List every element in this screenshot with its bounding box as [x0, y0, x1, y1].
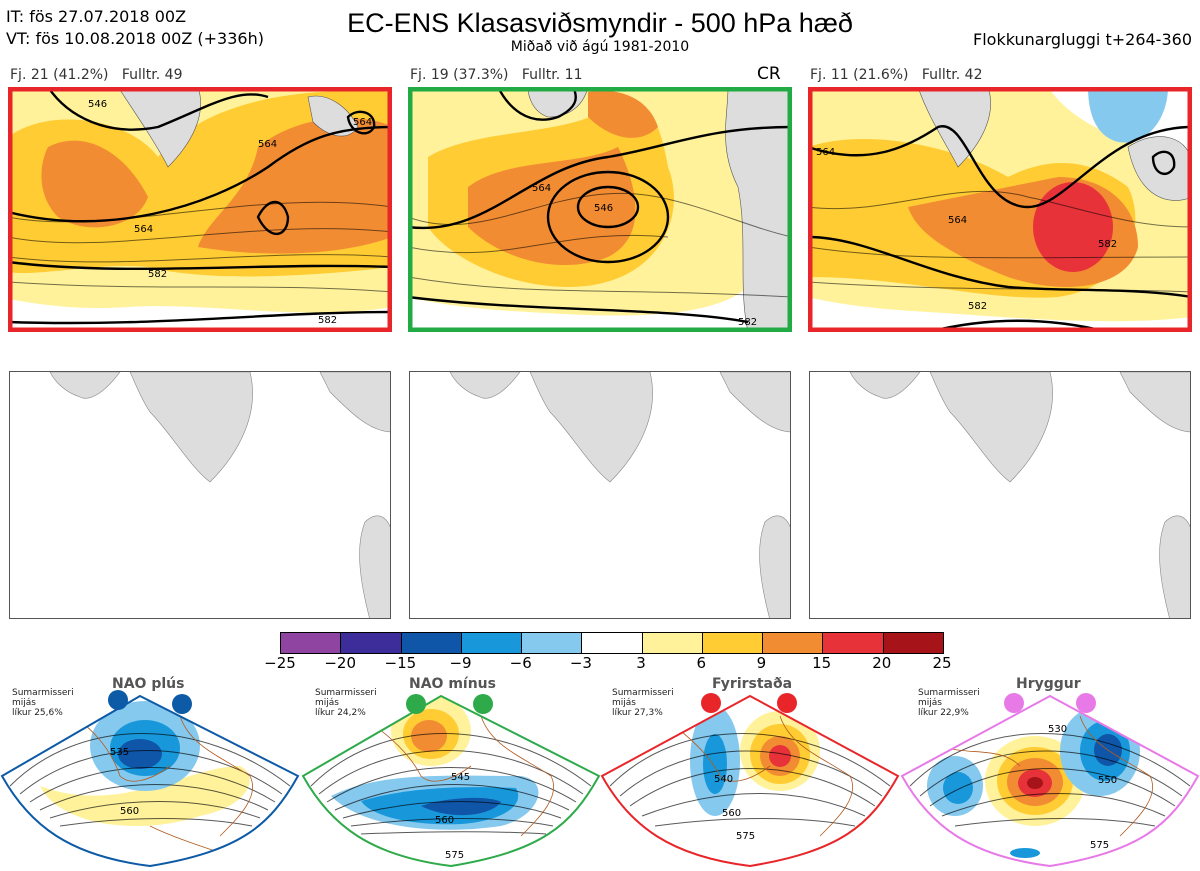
regime-4-probability: líkur 22,9% — [918, 708, 969, 718]
anomaly-colorbar — [280, 632, 944, 654]
colorbar-swatch — [763, 633, 824, 653]
cluster-1-contour-label: 564 — [134, 224, 153, 235]
colorbar-tick-label: 25 — [932, 654, 952, 672]
base-map-3 — [809, 371, 1191, 619]
colorbar-swatch — [281, 633, 342, 653]
regime-1-info: Sumarmisseri mijás líkur 25,6% — [12, 688, 74, 718]
regime-3-contour-label: 575 — [736, 831, 755, 842]
regime-ridge: 530 550 575 Hryggur Sumarmisseri mijás l… — [900, 676, 1200, 871]
cluster-1-border — [8, 87, 392, 332]
regime-1-season: Sumarmisseri — [12, 688, 74, 698]
regime-2-contour-label: 560 — [435, 815, 454, 826]
cluster-1-contour-label: 564 — [258, 139, 277, 150]
cluster-3-contour-label: 564 — [816, 147, 835, 158]
regime-blocking: 540 560 575 Fyrirstaða Sumarmisseri mijá… — [600, 676, 900, 871]
cluster-3-contour-label: 582 — [1098, 239, 1117, 250]
cluster-1-contour-label: 582 — [318, 315, 337, 326]
base-map-2 — [409, 371, 791, 619]
cluster-2-border — [408, 87, 792, 332]
regime-4-name: Hryggur — [1016, 676, 1081, 692]
regime-2-contour-label: 545 — [451, 772, 470, 783]
regime-1-probability: líkur 25,6% — [12, 708, 63, 718]
cluster-1-map: 564 582 582 564 564 546 — [8, 87, 392, 332]
regime-4-marker — [1004, 693, 1024, 713]
colorbar-swatch — [582, 633, 643, 653]
cluster-2-contour-label: 582 — [738, 317, 757, 328]
colorbar-tick-label: 20 — [872, 654, 892, 672]
regime-3-name: Fyrirstaða — [712, 676, 793, 692]
colorbar-tick-label: −3 — [569, 654, 592, 672]
regime-2-name: NAO mínus — [409, 676, 496, 692]
cluster-1-contour-label: 546 — [88, 99, 107, 110]
regime-1-marker — [108, 690, 128, 710]
cluster-2-contour-label: 564 — [532, 183, 551, 194]
regime-nao-minus: 545 560 575 NAO mínus Sumarmisseri mijás… — [301, 676, 601, 871]
colorbar-swatch — [522, 633, 583, 653]
regime-4-contour-label: 550 — [1098, 775, 1117, 786]
regime-2-info: Sumarmisseri mijás líkur 24,2% — [315, 688, 377, 718]
cluster-2-map: 546 564 582 — [408, 87, 792, 332]
regime-2-contour-label: 575 — [445, 850, 464, 861]
regime-3-contour-label: 540 — [714, 774, 733, 785]
cluster-1-contour-label: 582 — [148, 269, 167, 280]
colorbar-swatch — [341, 633, 402, 653]
regime-4-marker — [1076, 693, 1096, 713]
colorbar-swatch — [823, 633, 884, 653]
base-map-1 — [9, 371, 391, 619]
initial-time: IT: fös 27.07.2018 00Z — [6, 7, 187, 26]
colorbar-swatch — [642, 633, 703, 653]
regime-3-contour-label: 560 — [722, 808, 741, 819]
cluster-1-contour-label: 564 — [353, 117, 372, 128]
colorbar-tick-label: −25 — [264, 654, 296, 672]
cluster-3-contour-label: 582 — [968, 301, 987, 312]
colorbar-swatch — [702, 633, 764, 653]
cluster-2-contour-label: 546 — [594, 203, 613, 214]
cluster-3-contour-label: 564 — [948, 215, 967, 226]
regime-3-info: Sumarmisseri mijás líkur 27,3% — [612, 688, 674, 718]
regime-4-contour-label: 575 — [1090, 840, 1109, 851]
regime-1-contour-label: 535 — [110, 747, 129, 758]
colorbar-tick-label: 3 — [636, 654, 646, 672]
colorbar-tick-label: −20 — [324, 654, 356, 672]
colorbar-tick-label: −15 — [384, 654, 417, 672]
regime-2-season: Sumarmisseri — [315, 688, 377, 698]
cluster-2-label: Fj. 19 (37.3%) Fulltr. 11 — [410, 67, 583, 83]
colorbar-swatch — [401, 633, 462, 653]
regime-2-marker — [406, 694, 426, 714]
regime-3-season: Sumarmisseri — [612, 688, 674, 698]
regime-nao-plus: 535 560 NAO plús Sumarmisseri mijás líku… — [0, 676, 300, 871]
page-subtitle: Miðað við ágú 1981-2010 — [510, 39, 690, 55]
colorbar-tick-label: 15 — [812, 654, 832, 672]
cluster-3-border — [808, 87, 1192, 332]
cluster-3-map: 564 564 582 582 — [808, 87, 1192, 332]
regime-1-marker — [172, 694, 192, 714]
regime-1-contour-label: 560 — [120, 806, 139, 817]
regime-2-period: mijás — [315, 698, 339, 708]
regime-4-info: Sumarmisseri mijás líkur 22,9% — [918, 688, 980, 718]
regime-2-probability: líkur 24,2% — [315, 708, 366, 718]
valid-time: VT: fös 10.08.2018 00Z (+336h) — [6, 29, 264, 48]
regime-2-marker — [473, 694, 493, 714]
colorbar-swatch — [461, 633, 523, 653]
regime-3-marker — [777, 693, 797, 713]
cluster-1-label: Fj. 21 (41.2%) Fulltr. 49 — [10, 67, 183, 83]
regime-4-period: mijás — [918, 698, 942, 708]
cluster-2-cr-marker: CR — [757, 64, 781, 84]
colorbar-tick-label: −6 — [509, 654, 532, 672]
page-title: EC-ENS Klasasviðsmyndir - 500 hPa hæð — [347, 8, 853, 38]
regime-1-name: NAO plús — [112, 676, 185, 692]
colorbar-tick-label: 9 — [756, 654, 767, 672]
cluster-3-label: Fj. 11 (21.6%) Fulltr. 42 — [810, 67, 983, 83]
header-info: IT: fös 27.07.2018 00Z VT: fös 10.08.201… — [6, 6, 264, 50]
classification-window: Flokkunargluggi t+264-360 — [973, 30, 1192, 49]
regime-4-contour-label: 530 — [1048, 724, 1067, 735]
regime-1-period: mijás — [12, 698, 36, 708]
colorbar-tick-label: −9 — [449, 654, 472, 672]
regime-4-season: Sumarmisseri — [918, 688, 980, 698]
regime-3-marker — [701, 693, 721, 713]
regime-3-period: mijás — [612, 698, 636, 708]
colorbar-tick-label: 6 — [696, 654, 707, 672]
colorbar-swatch — [883, 633, 943, 653]
regime-3-probability: líkur 27,3% — [612, 708, 663, 718]
